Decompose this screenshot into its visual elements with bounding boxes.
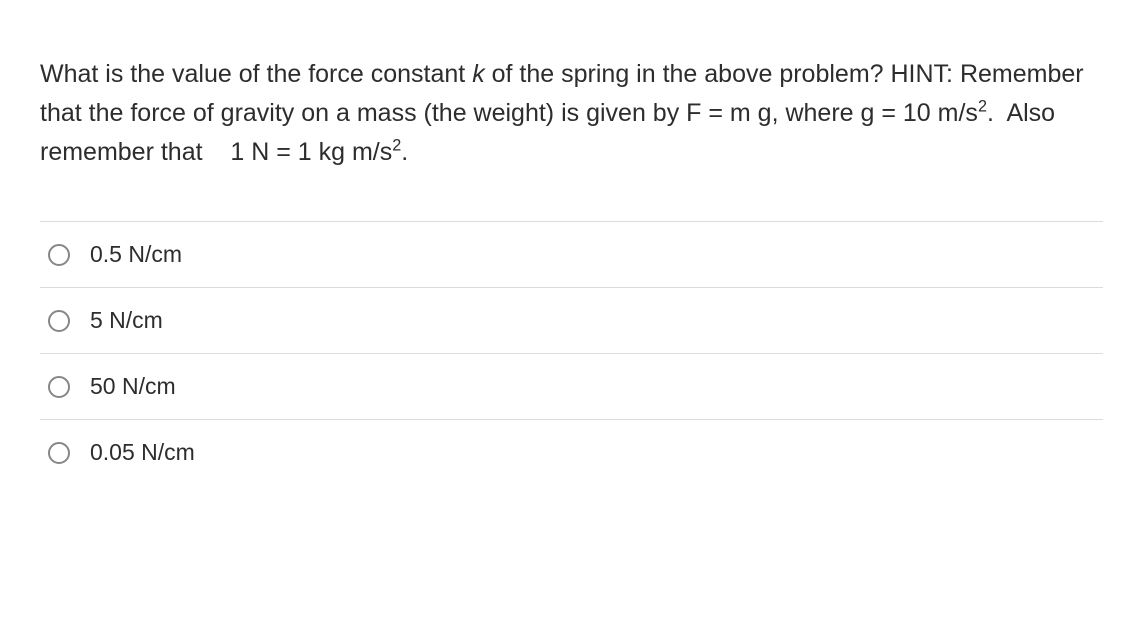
option-row[interactable]: 5 N/cm <box>40 287 1103 353</box>
radio-icon[interactable] <box>48 310 70 332</box>
option-row[interactable]: 0.5 N/cm <box>40 221 1103 287</box>
option-label: 0.05 N/cm <box>90 439 195 466</box>
options-container: 0.5 N/cm 5 N/cm 50 N/cm 0.05 N/cm <box>40 221 1103 485</box>
option-row[interactable]: 50 N/cm <box>40 353 1103 419</box>
radio-icon[interactable] <box>48 442 70 464</box>
question-text: What is the value of the force constant … <box>40 55 1103 171</box>
radio-icon[interactable] <box>48 244 70 266</box>
option-label: 0.5 N/cm <box>90 241 182 268</box>
option-row[interactable]: 0.05 N/cm <box>40 419 1103 485</box>
option-label: 50 N/cm <box>90 373 176 400</box>
option-label: 5 N/cm <box>90 307 163 334</box>
radio-icon[interactable] <box>48 376 70 398</box>
